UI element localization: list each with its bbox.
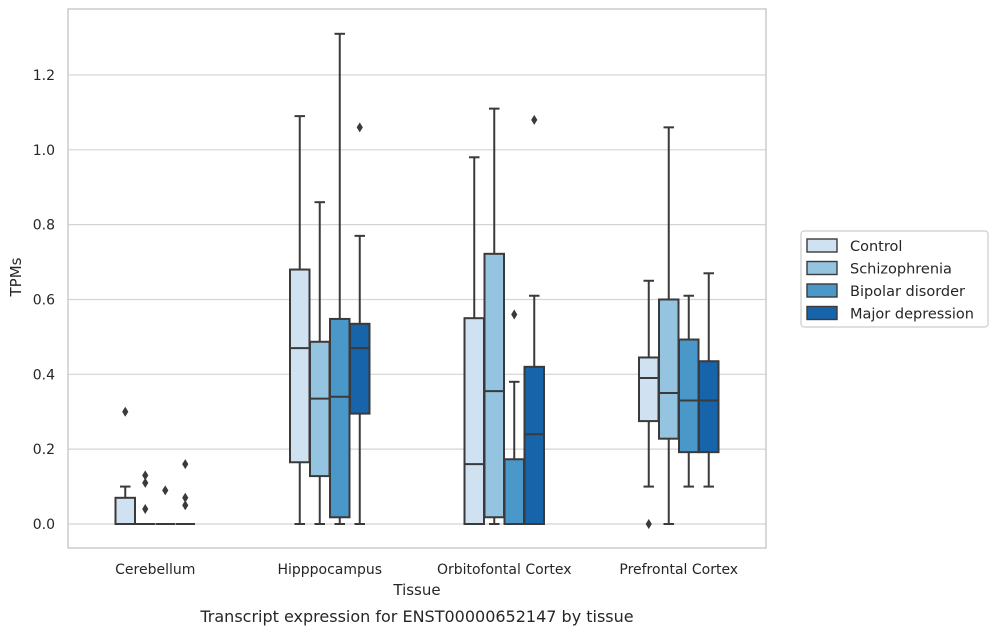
box-body bbox=[463, 317, 485, 525]
box-body bbox=[309, 340, 331, 478]
y-tick-label: 0.8 bbox=[33, 218, 55, 234]
outlier-point bbox=[182, 492, 189, 503]
box-body bbox=[523, 365, 545, 525]
box-schizophrenia bbox=[658, 126, 680, 525]
box-body bbox=[114, 496, 136, 525]
outlier-point bbox=[142, 477, 149, 488]
x-axis-label: Tissue bbox=[392, 581, 440, 599]
x-tick-label: Orbitofontal Cortex bbox=[437, 562, 572, 578]
box-bipolar-disorder bbox=[155, 485, 175, 525]
outlier-point bbox=[531, 114, 538, 125]
box-bipolar-disorder bbox=[678, 294, 700, 488]
box-control bbox=[638, 279, 660, 529]
x-tick-label: Cerebellum bbox=[115, 562, 195, 578]
outlier-point bbox=[182, 459, 189, 470]
plot-frame bbox=[67, 8, 767, 549]
x-tick-label: Hipppocampus bbox=[277, 562, 382, 578]
box-schizophrenia bbox=[483, 107, 505, 525]
box-major-depression bbox=[349, 122, 371, 525]
box-bipolar-disorder bbox=[503, 309, 525, 525]
box-schizophrenia bbox=[309, 201, 331, 525]
outlier-point bbox=[356, 122, 363, 133]
y-tick-label: 1.0 bbox=[33, 143, 55, 159]
y-tick-label: 0.0 bbox=[33, 517, 55, 533]
box-bipolar-disorder bbox=[329, 32, 351, 525]
y-tick-label: 0.2 bbox=[33, 442, 55, 458]
legend-label: Control bbox=[850, 239, 902, 255]
y-tick-labels: 0.0 0.2 0.4 0.6 0.8 1.0 1.2 bbox=[33, 68, 55, 533]
legend-swatch bbox=[806, 283, 838, 298]
box-body bbox=[349, 322, 371, 415]
box-control bbox=[114, 406, 136, 525]
box-body bbox=[503, 458, 525, 525]
legend-label: Bipolar disorder bbox=[850, 284, 965, 300]
box-plots bbox=[114, 32, 720, 529]
x-tick-label: Prefrontal Cortex bbox=[619, 562, 738, 578]
y-axis-label: TPMs bbox=[7, 257, 25, 297]
outlier-point bbox=[182, 500, 189, 511]
outlier-point bbox=[142, 470, 149, 481]
box-control bbox=[463, 156, 485, 525]
outlier-point bbox=[645, 519, 652, 529]
box-body bbox=[678, 338, 700, 454]
box-body bbox=[658, 298, 680, 440]
box-body bbox=[698, 360, 720, 454]
legend-swatch bbox=[806, 305, 838, 321]
outlier-point bbox=[511, 309, 518, 320]
legend-label: Major depression bbox=[850, 307, 974, 323]
figure-caption: Transcript expression for ENST0000065214… bbox=[199, 607, 633, 626]
outlier-point bbox=[142, 504, 149, 515]
box-body bbox=[329, 317, 351, 519]
box-major-depression bbox=[175, 459, 195, 525]
box-major-depression bbox=[523, 114, 545, 525]
box-schizophrenia bbox=[135, 470, 155, 525]
gridlines bbox=[68, 74, 766, 525]
outlier-point bbox=[162, 485, 169, 496]
box-major-depression bbox=[698, 272, 720, 488]
legend: Control Schizophrenia Bipolar disorder Majo… bbox=[800, 230, 989, 328]
box-body bbox=[289, 268, 311, 464]
legend-frame bbox=[800, 230, 989, 328]
legend-swatch bbox=[806, 260, 838, 276]
y-tick-label: 0.4 bbox=[33, 367, 55, 383]
y-tick-label: 0.6 bbox=[33, 292, 55, 308]
legend-swatch bbox=[806, 238, 838, 253]
box-control bbox=[289, 115, 311, 525]
box-body bbox=[483, 252, 505, 519]
outlier-point bbox=[122, 406, 129, 417]
x-tick-labels: Cerebellum Hipppocampus Orbitofontal Corte… bbox=[115, 562, 738, 578]
box-body bbox=[638, 356, 660, 423]
y-tick-label: 1.2 bbox=[33, 68, 55, 84]
legend-label: Schizophrenia bbox=[850, 262, 952, 278]
